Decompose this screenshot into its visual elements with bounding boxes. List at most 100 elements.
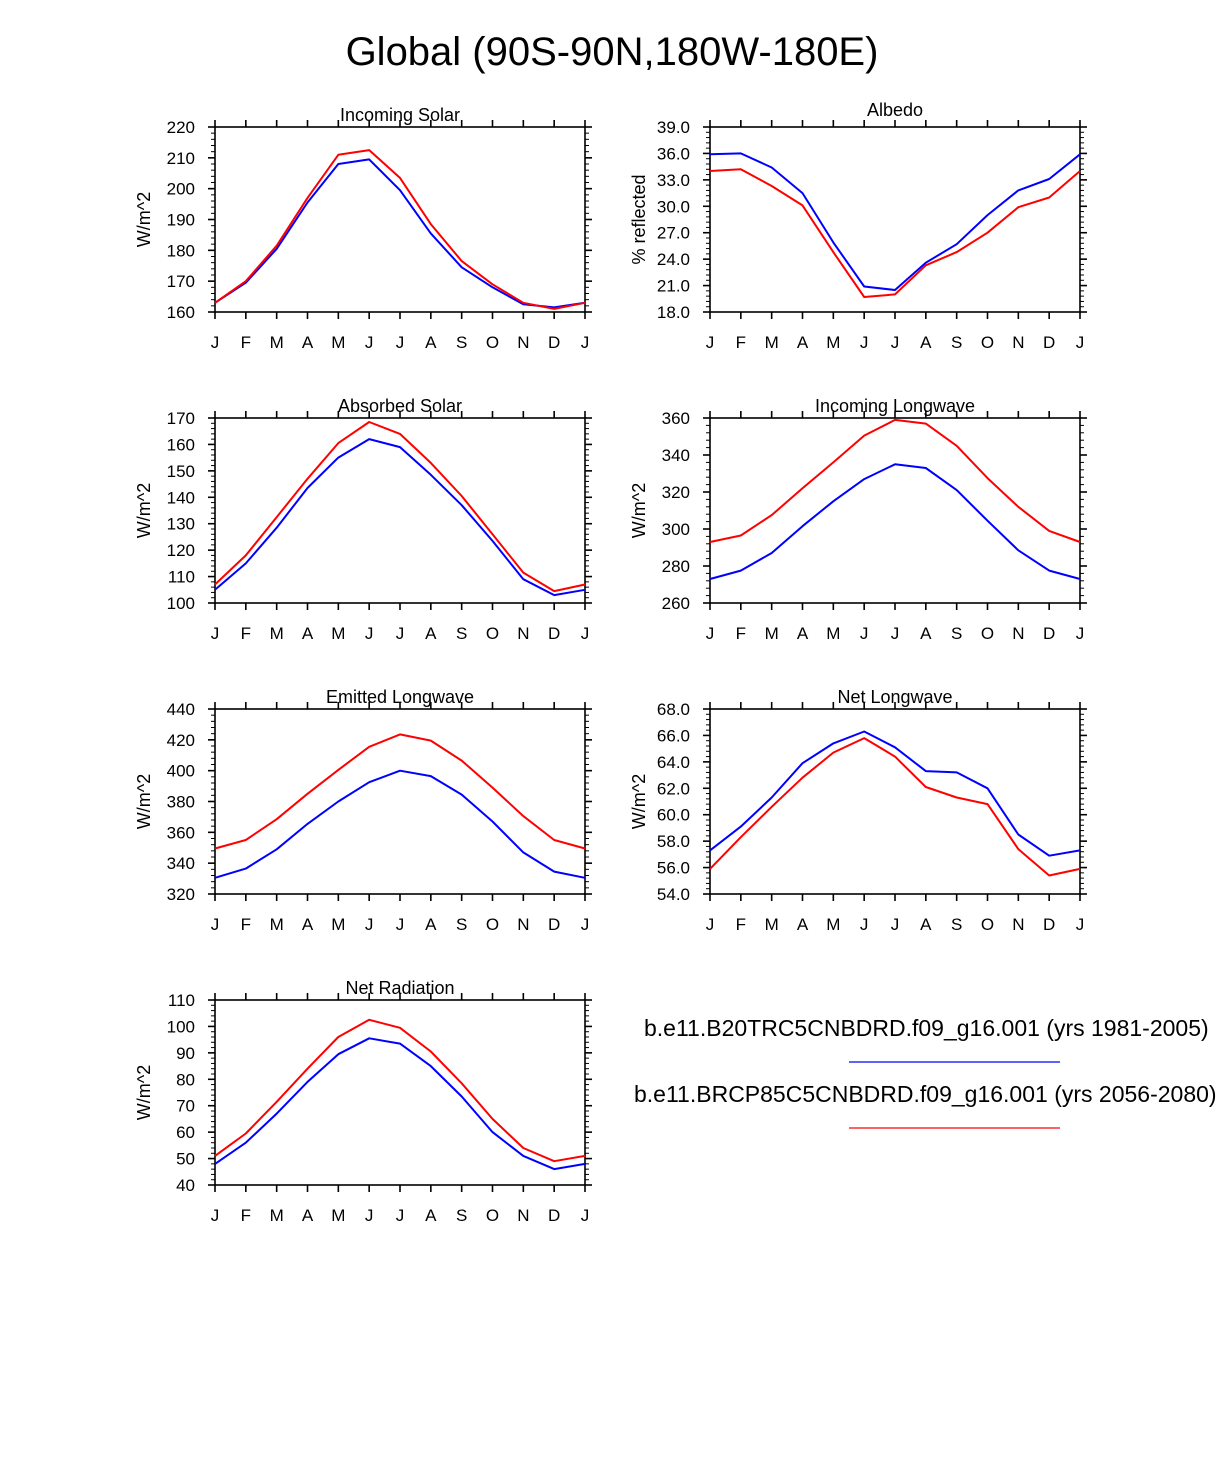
x-tick-label: D	[548, 333, 560, 352]
x-tick-label: M	[765, 333, 779, 352]
y-tick-label: 110	[168, 991, 195, 1010]
chart-panel-3: J F M A M J J A S O N D J100110120130140150160170Abs…	[134, 396, 592, 643]
x-tick-label: J	[891, 624, 900, 643]
series-line-1	[709, 463, 1081, 580]
x-tick-label: N	[517, 624, 529, 643]
x-tick-label: D	[548, 915, 560, 934]
x-tick-label: M	[331, 1206, 345, 1225]
x-tick-label: M	[270, 915, 284, 934]
x-tick-label: J	[706, 624, 715, 643]
x-tick-label: M	[765, 624, 779, 643]
series-line-1	[214, 438, 586, 597]
chart-panel-2: J F M A M J J A S O N D J18.021.024.027.030.033.036.…	[629, 100, 1087, 352]
x-tick-label: J	[1076, 624, 1085, 643]
x-tick-label: F	[241, 1206, 251, 1225]
legend-label-2: b.e11.BRCP85C5CNBDRD.f09_g16.001 (yrs 20…	[634, 1081, 1217, 1107]
y-tick-label: 40	[176, 1176, 195, 1195]
x-tick-label: J	[581, 624, 590, 643]
x-tick-label: J	[860, 915, 869, 934]
y-tick-label: 100	[167, 594, 195, 613]
plot-frame	[709, 126, 1081, 313]
x-tick-label: J	[365, 1206, 374, 1225]
y-tick-label: 62.0	[657, 779, 690, 798]
x-tick-label: N	[517, 1206, 529, 1225]
y-tick-label: 320	[167, 885, 195, 904]
y-tick-label: 100	[167, 1017, 195, 1036]
x-tick-label: J	[1076, 333, 1085, 352]
y-axis-label: W/m^2	[134, 483, 154, 538]
x-tick-label: J	[860, 333, 869, 352]
x-tick-label: M	[331, 915, 345, 934]
x-tick-label: S	[456, 1206, 467, 1225]
x-tick-label: J	[891, 915, 900, 934]
y-axis-label: W/m^2	[134, 774, 154, 829]
plot-frame	[709, 708, 1081, 895]
series-line-2	[709, 418, 1081, 543]
x-tick-label: F	[736, 915, 746, 934]
x-tick-label: N	[517, 333, 529, 352]
x-tick-label: M	[331, 624, 345, 643]
y-tick-label: 64.0	[657, 753, 690, 772]
y-tick-label: 80	[176, 1070, 195, 1089]
x-tick-label: N	[517, 915, 529, 934]
x-tick-label: N	[1012, 624, 1024, 643]
y-axis-label: W/m^2	[629, 774, 649, 829]
x-tick-label: A	[920, 333, 932, 352]
y-tick-label: 380	[167, 793, 195, 812]
x-tick-label: A	[302, 624, 314, 643]
x-tick-label: F	[736, 624, 746, 643]
x-tick-label: O	[486, 624, 499, 643]
y-tick-label: 130	[167, 515, 195, 534]
y-tick-label: 60	[176, 1123, 195, 1142]
x-tick-label: J	[365, 915, 374, 934]
x-tick-label: A	[302, 915, 314, 934]
x-tick-label: M	[331, 333, 345, 352]
y-tick-label: 220	[167, 118, 195, 137]
x-tick-label: A	[425, 624, 437, 643]
x-tick-label: J	[1076, 915, 1085, 934]
x-tick-label: O	[486, 915, 499, 934]
y-tick-label: 60.0	[657, 806, 690, 825]
y-tick-label: 340	[662, 446, 690, 465]
y-tick-label: 420	[167, 731, 195, 750]
x-tick-label: S	[456, 624, 467, 643]
x-tick-label: M	[270, 333, 284, 352]
x-tick-label: J	[211, 333, 220, 352]
x-tick-label: F	[736, 333, 746, 352]
x-tick-label: M	[270, 624, 284, 643]
y-tick-label: 400	[167, 762, 195, 781]
y-tick-label: 440	[167, 700, 195, 719]
series-line-1	[214, 1037, 586, 1171]
y-axis-label: W/m^2	[134, 192, 154, 247]
chart-panel-4: J F M A M J J A S O N D J260280300320340360Incoming …	[629, 396, 1087, 643]
x-tick-label: A	[425, 1206, 437, 1225]
x-tick-label: S	[456, 333, 467, 352]
y-tick-label: 160	[167, 435, 195, 454]
x-tick-label: J	[860, 624, 869, 643]
x-tick-label: J	[581, 915, 590, 934]
y-tick-label: 300	[662, 520, 690, 539]
y-tick-label: 180	[167, 241, 195, 260]
x-tick-label: J	[365, 333, 374, 352]
plot-frame	[214, 708, 586, 895]
x-tick-label: A	[920, 624, 932, 643]
y-tick-label: 170	[167, 272, 195, 291]
series-line-1	[214, 158, 586, 309]
y-tick-label: 18.0	[657, 303, 690, 322]
x-tick-label: M	[826, 624, 840, 643]
x-tick-label: O	[981, 624, 994, 643]
chart-panel-6: J F M A M J J A S O N D J54.056.058.060.062.064.066.…	[629, 687, 1087, 934]
x-tick-label: J	[396, 1206, 405, 1225]
y-tick-label: 70	[176, 1097, 195, 1116]
series-line-2	[214, 149, 586, 310]
x-tick-label: J	[581, 333, 590, 352]
x-tick-label: F	[241, 624, 251, 643]
x-tick-label: J	[211, 1206, 220, 1225]
chart-title: Emitted Longwave	[326, 687, 474, 707]
x-tick-label: D	[1043, 624, 1055, 643]
x-tick-label: A	[797, 915, 809, 934]
y-tick-label: 56.0	[657, 859, 690, 878]
y-tick-label: 190	[167, 211, 195, 230]
x-tick-label: J	[396, 333, 405, 352]
